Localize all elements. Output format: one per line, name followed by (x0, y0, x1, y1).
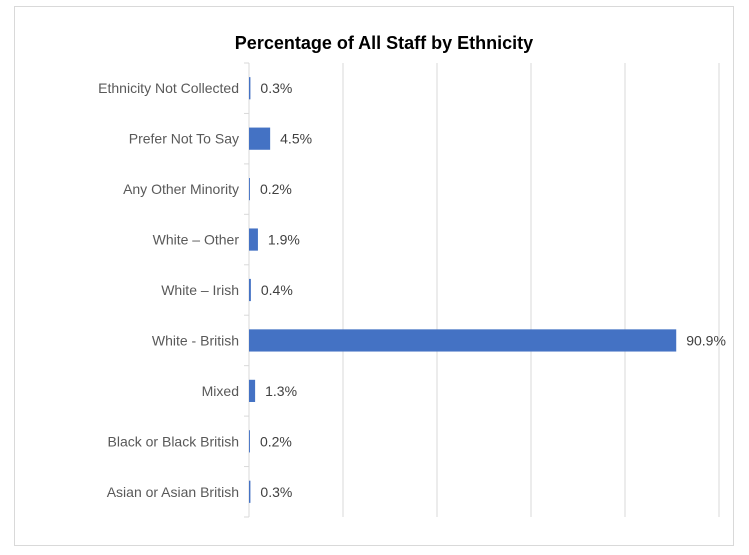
category-label: Prefer Not To Say (129, 131, 239, 147)
bar (249, 228, 258, 251)
data-label: 0.3% (260, 80, 292, 96)
chart-title: Percentage of All Staff by Ethnicity (235, 33, 533, 53)
data-label: 1.9% (268, 232, 300, 248)
bars (249, 77, 677, 503)
category-labels: Ethnicity Not Collected Prefer Not To Say… (98, 80, 239, 500)
category-axis (244, 62, 250, 518)
category-label: White - British (152, 332, 239, 348)
data-label: 1.3% (265, 383, 297, 399)
category-label: Black or Black British (108, 433, 239, 449)
category-label: Ethnicity Not Collected (98, 80, 239, 96)
category-label: Mixed (202, 383, 239, 399)
bar (249, 430, 250, 453)
bar-chart: Percentage of All Staff by Ethnicity Eth… (98, 33, 726, 518)
data-label: 0.2% (260, 181, 292, 197)
category-label: Any Other Minority (123, 181, 239, 197)
category-label: Asian or Asian British (107, 484, 239, 500)
bar (249, 77, 251, 100)
category-label: White – Irish (161, 282, 239, 298)
bar (249, 178, 250, 201)
data-label: 4.5% (280, 131, 312, 147)
data-labels: 0.3% 4.5% 0.2% 1.9% 0.4% 90.9% 1.3% 0.2% 0.3% (260, 80, 726, 500)
category-label: White – Other (153, 232, 240, 248)
bar (249, 480, 251, 503)
bar (249, 329, 677, 352)
data-label: 0.3% (260, 484, 292, 500)
data-label: 90.9% (686, 332, 726, 348)
bar (249, 127, 271, 150)
chart-frame: Percentage of All Staff by Ethnicity Eth… (14, 6, 734, 546)
data-label: 0.4% (261, 282, 293, 298)
gridlines (342, 63, 720, 517)
bar (249, 379, 256, 402)
bar (249, 278, 251, 302)
data-label: 0.2% (260, 433, 292, 449)
